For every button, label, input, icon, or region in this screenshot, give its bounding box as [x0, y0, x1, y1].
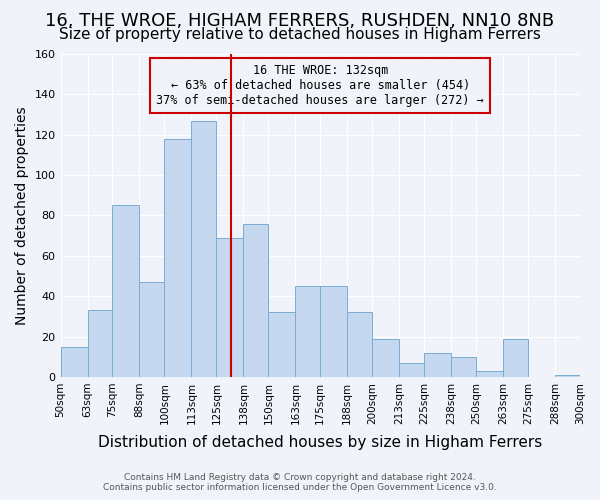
- Bar: [191, 120, 217, 377]
- Text: 16, THE WROE, HIGHAM FERRERS, RUSHDEN, NN10 8NB: 16, THE WROE, HIGHAM FERRERS, RUSHDEN, N…: [46, 12, 554, 30]
- Bar: [451, 356, 476, 377]
- Bar: [268, 312, 295, 377]
- Text: 16 THE WROE: 132sqm
← 63% of detached houses are smaller (454)
37% of semi-detac: 16 THE WROE: 132sqm ← 63% of detached ho…: [157, 64, 484, 106]
- Bar: [399, 363, 424, 377]
- Bar: [372, 338, 399, 377]
- Bar: [347, 312, 372, 377]
- Bar: [164, 139, 191, 377]
- Bar: [424, 352, 451, 377]
- Bar: [244, 224, 268, 377]
- Bar: [295, 286, 320, 377]
- Bar: [320, 286, 347, 377]
- Bar: [61, 346, 88, 377]
- Text: Contains HM Land Registry data © Crown copyright and database right 2024.
Contai: Contains HM Land Registry data © Crown c…: [103, 473, 497, 492]
- Bar: [139, 282, 164, 377]
- Bar: [503, 338, 528, 377]
- X-axis label: Distribution of detached houses by size in Higham Ferrers: Distribution of detached houses by size …: [98, 435, 542, 450]
- Y-axis label: Number of detached properties: Number of detached properties: [15, 106, 29, 325]
- Bar: [88, 310, 112, 377]
- Bar: [555, 375, 580, 377]
- Bar: [476, 371, 503, 377]
- Bar: [112, 206, 139, 377]
- Text: Size of property relative to detached houses in Higham Ferrers: Size of property relative to detached ho…: [59, 28, 541, 42]
- Bar: [217, 238, 244, 377]
